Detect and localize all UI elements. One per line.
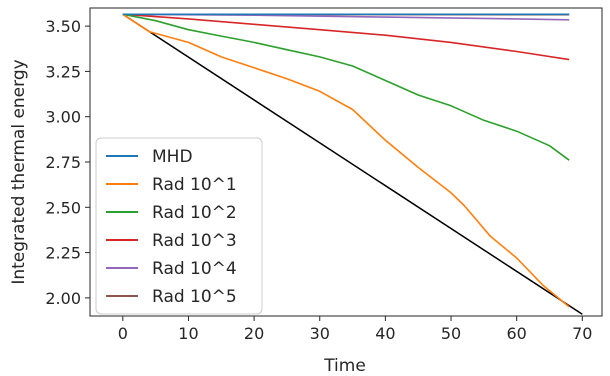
x-tick-label: 50 (441, 324, 461, 343)
x-tick-label: 20 (244, 324, 264, 343)
y-axis: 2.00 2.25 2.50 2.75 3.00 3.25 3.50 (45, 17, 90, 308)
legend-label: Rad 10^5 (152, 287, 237, 307)
x-tick-label: 30 (310, 324, 330, 343)
y-tick-label: 2.50 (45, 198, 81, 217)
x-tick-label: 40 (375, 324, 395, 343)
y-tick-label: 2.00 (45, 289, 81, 308)
legend-label: Rad 10^2 (152, 203, 237, 223)
legend-label: Rad 10^1 (152, 175, 237, 195)
series-layer (122, 13, 583, 315)
x-tick-label: 70 (572, 324, 592, 343)
y-tick-label: 2.75 (45, 153, 81, 172)
x-tick-label: 0 (118, 324, 128, 343)
series-line-rad-10-3 (122, 13, 570, 61)
reference-line (122, 13, 583, 315)
x-tick-label: 60 (506, 324, 526, 343)
x-tick-label: 10 (178, 324, 198, 343)
y-tick-label: 3.00 (45, 108, 81, 127)
y-axis-label: Integrated thermal energy (9, 59, 29, 284)
legend: MHD Rad 10^1 Rad 10^2 Rad 10^3 Rad 10^4 Rad 1… (95, 137, 263, 315)
series-line-rad-10-2 (122, 13, 570, 161)
legend-label: Rad 10^3 (152, 231, 237, 251)
legend-label: Rad 10^4 (152, 259, 237, 279)
x-axis-label: Time (323, 356, 366, 376)
y-tick-label: 2.25 (45, 244, 81, 263)
y-tick-label: 3.25 (45, 62, 81, 81)
legend-label: MHD (152, 147, 193, 167)
series-line-rad-10-1 (122, 13, 570, 308)
x-axis: 0 10 20 30 40 50 60 70 (118, 316, 592, 343)
legend-box (95, 137, 263, 315)
y-tick-label: 3.50 (45, 17, 81, 36)
